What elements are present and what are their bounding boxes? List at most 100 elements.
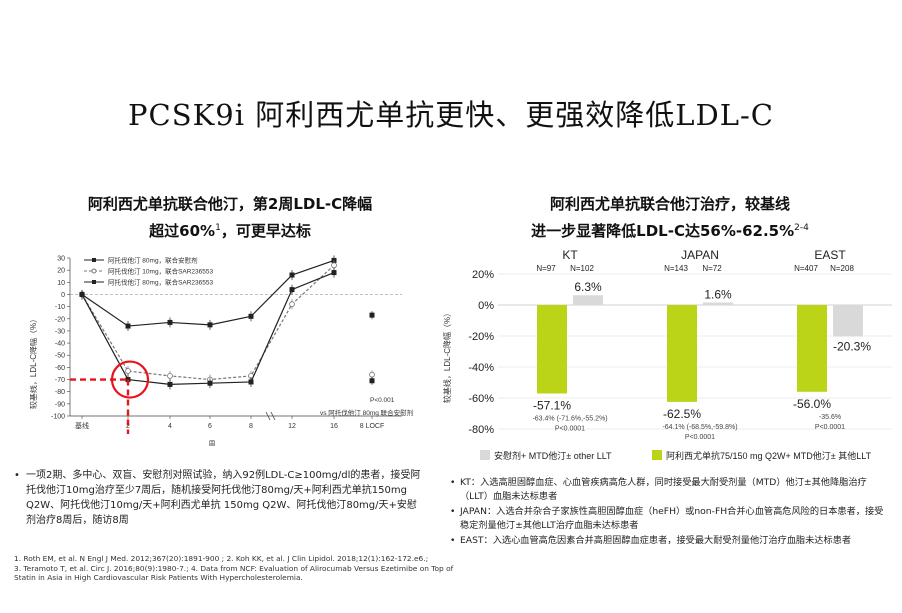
x-tick-label: 基线 xyxy=(75,421,89,430)
left-study-text: 一项2期、多中心、双盲、安慰剂对照试验，纳入92例LDL-C≥100mg/dl的… xyxy=(26,470,421,526)
legend-label: 阿托伐他汀 10mg，联合SAR236553 xyxy=(108,267,214,276)
bar-value-label: -62.5% xyxy=(663,407,701,421)
bar-placebo xyxy=(573,295,603,305)
legend-marker xyxy=(91,268,97,274)
left-title-line2-head: 超过60% xyxy=(149,222,216,240)
legend-swatch-drug xyxy=(652,450,662,460)
data-point xyxy=(125,377,131,383)
y-tick-label: 30 xyxy=(57,256,65,263)
left-chart-highlight xyxy=(70,360,150,434)
n-label: N=208 xyxy=(830,264,854,273)
locf-point xyxy=(369,378,375,384)
data-point xyxy=(289,272,295,278)
axis-break xyxy=(265,411,276,421)
right-study-list: • KT：入选高胆固醇血症、心血管疾病高危人群，同时接受最大耐受剂量（MTD）他汀… xyxy=(450,476,890,550)
y-tick-label: -70 xyxy=(55,377,65,384)
bar-value-label: -20.3% xyxy=(833,339,871,353)
left-study-description: • 一项2期、多中心、双盲、安慰剂对照试验，纳入92例LDL-C≥100mg/d… xyxy=(14,468,424,528)
left-title-line1: 阿利西尤单抗联合他汀，第2周LDL-C降幅 xyxy=(87,195,373,213)
right-chart-bars xyxy=(537,295,863,402)
reference-line: Statin in Asia in High Cardiovascular Ri… xyxy=(14,573,303,583)
legend-swatch-placebo xyxy=(480,450,490,460)
data-point xyxy=(289,287,295,293)
reference-line: 3. Teramoto T, et al. Circ J. 2016;80(9)… xyxy=(14,563,454,573)
data-point xyxy=(125,368,131,374)
y-tick-label: -90 xyxy=(55,401,65,408)
diff-label: -64.1% (-68.5%,-59.8%) xyxy=(662,424,737,431)
p-value-label: P<0.0001 xyxy=(815,424,845,431)
bar-drug xyxy=(667,305,697,402)
bar-placebo xyxy=(833,305,863,337)
left-title-line2: 超过60%1，可更早达标 xyxy=(60,216,400,243)
legend-marker xyxy=(92,258,96,262)
x-tick-label: 8 LOCF xyxy=(360,423,385,430)
legend-label-drug: 阿利西尤单抗75/150 mg Q2W+ MTD他汀± 其他LLT xyxy=(666,450,872,461)
group-label: KT xyxy=(562,248,578,262)
right-chart-labels: -57.1% 6.3% -63.4% (-71.6%,-55.2%) P<0.0001… xyxy=(532,280,871,441)
left-chart-ylabel: 较基线，LDL-C降幅（%） xyxy=(30,315,38,409)
y-tick-label: -80 xyxy=(55,389,65,396)
right-chart-y-ticks: 20% 0% -20% -40% -60% -80% xyxy=(468,269,494,436)
legend-label: 阿托伐他汀 80mg，联合安慰剂 xyxy=(108,256,198,265)
x-tick-label: 2 xyxy=(126,423,130,430)
right-title-line1: 阿利西尤单抗联合他汀治疗，较基线 xyxy=(549,195,790,213)
diff-label: -63.4% (-71.6%,-55.2%) xyxy=(532,416,607,423)
legend-label: 阿托伐他汀 80mg，联合SAR236553 xyxy=(108,278,214,287)
bar-value-label: 1.6% xyxy=(704,288,732,302)
data-point xyxy=(125,323,131,329)
n-label: N=102 xyxy=(570,264,594,273)
legend-label-placebo: 安慰剂+ MTD他汀± other LLT xyxy=(494,450,612,461)
p-value-label: P<0.0001 xyxy=(555,426,585,433)
y-tick-label: -40% xyxy=(468,362,494,374)
y-tick-label: -50 xyxy=(55,353,65,360)
bar-value-label: 6.3% xyxy=(574,280,602,294)
left-chart-xlabel: 周 xyxy=(209,440,216,446)
data-point xyxy=(79,291,85,297)
left-chart-x-ticks: 基线 2 4 6 8 12 16 8 LOCF xyxy=(75,416,384,430)
locf-point xyxy=(369,312,375,318)
page-title: PCSK9i 阿利西尤单抗更快、更强效降低LDL-C xyxy=(128,98,774,132)
left-chart-y-ticks: 30 20 10 0 -10 -20 -30 -40 -50 -60 -70 -80 -90 -100 xyxy=(51,256,70,421)
bar-placebo xyxy=(703,302,733,305)
data-point xyxy=(289,301,295,308)
bullet-dot: • xyxy=(450,535,456,546)
left-line-chart: 30 20 10 0 -10 -20 -30 -40 -50 -60 -70 -80 -90 -100 基… xyxy=(30,250,430,446)
bullet-dot: • xyxy=(450,477,456,488)
left-title-line2-tail: ，可更早达标 xyxy=(220,222,311,240)
y-tick-label: -20 xyxy=(55,316,65,323)
left-title-sup: 1 xyxy=(215,223,221,233)
left-chart-series xyxy=(79,255,375,390)
x-tick-label: 16 xyxy=(330,423,338,430)
study-east-text: EAST：入选心血管高危因素合并高胆固醇血症患者，接受最大耐受剂量他汀治疗血脂未… xyxy=(460,535,852,546)
y-tick-label: 0 xyxy=(61,292,65,299)
y-tick-label: -10 xyxy=(55,304,65,311)
x-tick-label: 6 xyxy=(208,423,212,430)
data-point xyxy=(331,270,337,276)
left-panel-title: 阿利西尤单抗联合他汀，第2周LDL-C降幅 超过60%1，可更早达标 xyxy=(60,192,400,243)
locf-point xyxy=(369,371,375,378)
list-item: • KT：入选高胆固醇血症、心血管疾病高危人群，同时接受最大耐受剂量（MTD）他汀… xyxy=(450,476,890,503)
data-point xyxy=(248,379,254,385)
bar-value-label: -56.0% xyxy=(793,397,831,411)
study-kt-text: KT：入选高胆固醇血症、心血管疾病高危人群，同时接受最大耐受剂量（MTD）他汀±… xyxy=(460,477,867,502)
y-tick-label: -20% xyxy=(468,331,494,343)
n-label: N=143 xyxy=(664,264,688,273)
p-value-label: P<0.0001 xyxy=(685,434,715,441)
data-point xyxy=(207,322,213,328)
bar-drug xyxy=(797,305,827,392)
bullet-dot: • xyxy=(450,506,456,517)
group-label: EAST xyxy=(814,248,846,262)
references: 1. Roth EM, et al. N Engl J Med. 2012;36… xyxy=(14,554,534,583)
right-bar-chart: 20% 0% -20% -40% -60% -80% KT N=97 N=102 JAPAN N=… xyxy=(442,248,892,461)
n-label: N=97 xyxy=(536,264,556,273)
group-label: JAPAN xyxy=(681,248,719,262)
right-title-line2: 进一步显著降低LDL-C达56%-62.5%2-4 xyxy=(480,216,860,243)
legend-box xyxy=(78,254,248,290)
bar-drug xyxy=(537,305,567,394)
x-tick-label: 8 xyxy=(249,423,253,430)
y-tick-label: -30 xyxy=(55,328,65,335)
right-chart-ylabel: 较基线，LDL-C降幅（%） xyxy=(442,309,452,403)
y-tick-label: 10 xyxy=(57,280,65,287)
right-chart-groups: KT N=97 N=102 JAPAN N=143 N=72 EAST N=407 N=208 xyxy=(536,248,854,273)
y-tick-label: -40 xyxy=(55,341,65,348)
